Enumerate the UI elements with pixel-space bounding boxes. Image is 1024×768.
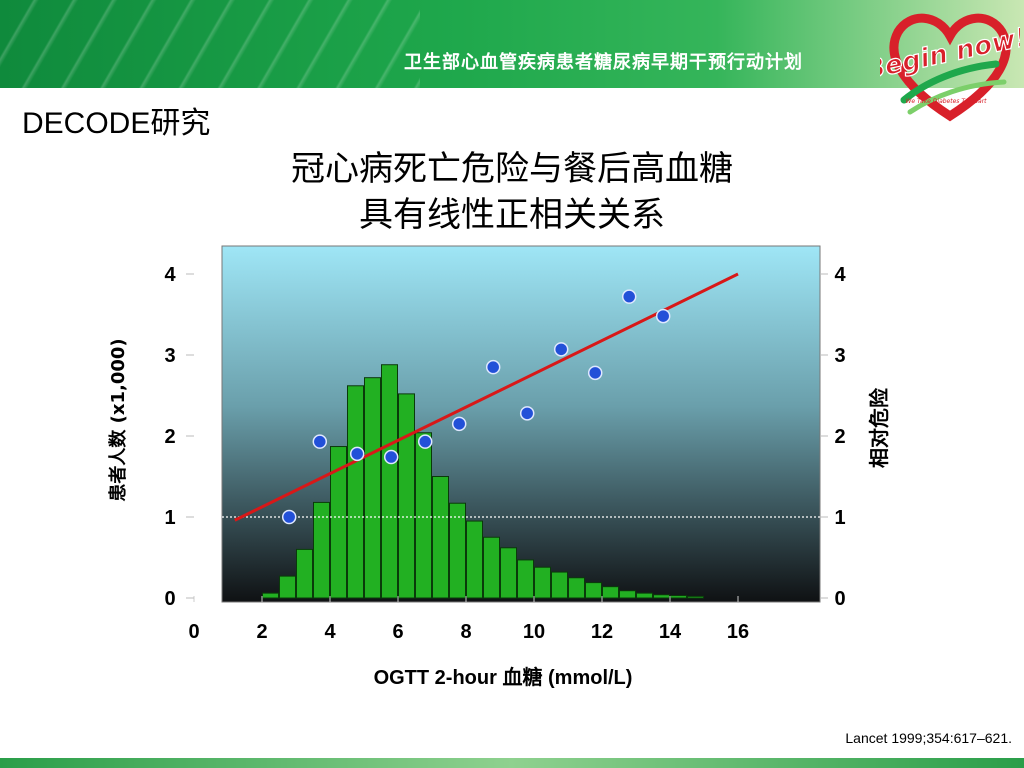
histogram-bar [313,501,330,599]
histogram-bar [568,577,585,599]
histogram-bar [347,385,364,599]
histogram-bar [602,586,619,599]
x-tick-label: 4 [324,621,336,643]
relative-risk-point [349,446,365,462]
chart-title-line-2: 具有线性正相关关系 [359,195,665,235]
x-tick-label: 2 [256,621,267,643]
begin-now-logo: Begin now! We Take Diabetes To Heart [880,13,1020,122]
y-tick-label-left: 0 [164,588,175,610]
logo-tagline: We Take Diabetes To Heart [905,98,987,105]
y-tick-label-left: 4 [164,264,176,286]
relative-risk-point [281,509,297,525]
histogram-bar [687,595,704,599]
relative-risk-point [312,434,328,449]
trend-line [234,272,739,522]
relative-risk-point [383,449,399,465]
y-tick-label-right: 3 [834,345,845,367]
histogram-bar [296,548,313,599]
histogram-bar [415,432,432,599]
x-tick-label: 12 [591,621,613,643]
histogram-bar [466,520,483,599]
histogram-bar [670,595,687,599]
relative-risk-point [417,434,433,449]
y-axis-label-right: 相对危险 [867,387,891,468]
histogram-bar [534,566,551,599]
histogram-bar [330,446,347,599]
histogram-bar [585,582,602,599]
x-axis-label: OGTT 2-hour 血糖 (mmol/L) [374,665,633,689]
y-tick-label-right: 1 [834,507,845,529]
section-title: DECODE研究 [22,107,211,140]
plot-area [221,245,821,603]
relative-risk-point [621,289,637,304]
x-tick-label: 6 [392,621,403,643]
citation: Lancet 1999;354:617–621. [845,730,1012,746]
histogram-bar [500,547,517,599]
program-title: 卫生部心血管疾病患者糖尿病早期干预行动计划 [404,52,803,73]
histogram-bar [364,377,381,599]
y-tick-label-left: 2 [164,426,175,448]
y-tick-label-right: 4 [834,264,846,286]
histogram-bar [636,592,653,599]
histogram-bar [551,571,568,599]
header-decoration [0,0,420,88]
x-tick-label: 14 [659,621,682,643]
histogram-bar [262,592,279,599]
chart-title-line-1: 冠心病死亡危险与餐后高血糖 [291,149,733,189]
x-tick-label: 8 [460,621,471,643]
relative-risk-point [485,359,501,375]
x-tick-label: 10 [523,621,545,643]
histogram-bar [517,559,534,599]
relative-risk-point [553,342,569,357]
y-tick-label-left: 1 [164,507,175,529]
histogram-bar [619,590,636,599]
histogram-bar [279,575,296,599]
x-tick-label: 0 [188,621,199,643]
histogram-bar [432,476,449,599]
y-tick-label-right: 2 [834,426,845,448]
y-tick-label-right: 0 [834,588,845,610]
histogram-bar [653,594,670,599]
relative-risk-point [587,365,603,381]
histogram-bar [449,502,466,599]
histogram-bar [398,393,415,599]
chart-title: 冠心病死亡危险与餐后高血糖 具有线性正相关关系 [200,146,824,238]
histogram-bar [381,364,398,599]
header-banner: 卫生部心血管疾病患者糖尿病早期干预行动计划 [0,0,1024,88]
relative-risk-point [519,406,535,421]
y-axis-label-left: 患者人数 (x1,000) [107,338,129,501]
relative-risk-point [655,308,671,324]
relative-risk-point [451,416,467,432]
y-tick-label-left: 3 [164,345,175,367]
footer-bar [0,758,1024,768]
x-tick-label: 16 [727,621,749,643]
histogram-bar [483,536,500,599]
